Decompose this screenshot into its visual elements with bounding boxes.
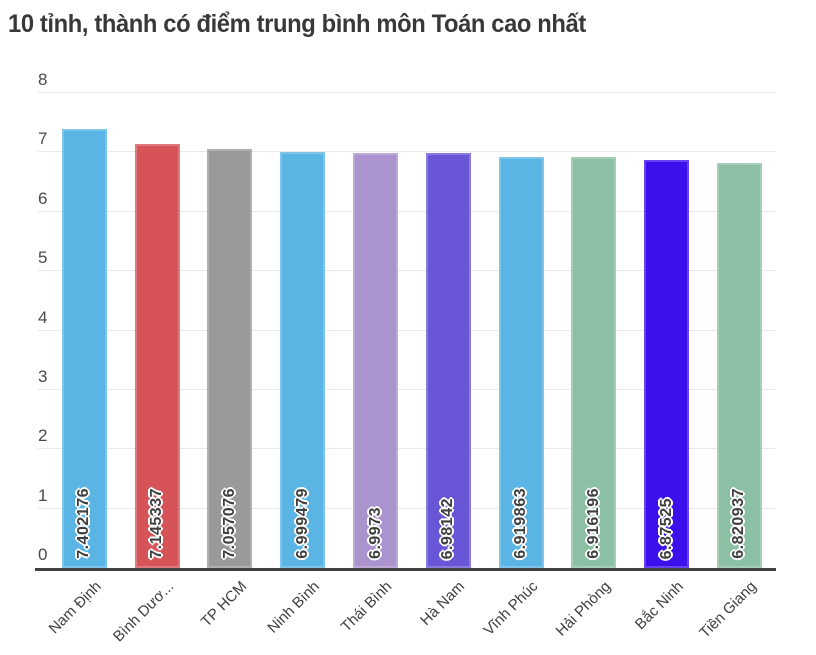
gridline xyxy=(38,448,776,450)
bar-value-label: 6.9973 xyxy=(366,507,384,559)
y-axis-tick-label: 2 xyxy=(38,426,48,446)
gridline xyxy=(38,507,776,509)
x-axis-category-label: Hải Phòng xyxy=(552,578,614,640)
x-axis-category-label: Bình Dươ... xyxy=(109,578,178,646)
y-axis-tick-label: 6 xyxy=(38,188,48,208)
y-axis-tick-label: 8 xyxy=(38,70,48,89)
x-axis-category-label: Tiền Giang xyxy=(695,578,760,642)
gridline xyxy=(38,210,776,212)
gridline xyxy=(38,92,776,93)
x-axis-category-label: Vĩnh Phúc xyxy=(480,578,542,639)
x-axis-category-label: Hà Nam xyxy=(417,578,469,629)
bar-2[interactable]: 7.057076 xyxy=(207,149,253,568)
gridline xyxy=(38,151,776,153)
x-axis-category-label: Bắc Ninh xyxy=(631,578,687,634)
bar-value-label: 6.87525 xyxy=(657,497,675,559)
bar-6[interactable]: 6.919863 xyxy=(498,157,544,568)
bar-value-label: 6.919863 xyxy=(512,488,530,559)
bar-0[interactable]: 7.402176 xyxy=(61,128,107,568)
bar-4[interactable]: 6.9973 xyxy=(353,152,399,568)
bar-7[interactable]: 6.916196 xyxy=(571,157,617,568)
y-axis-tick-label: 0 xyxy=(38,545,48,564)
bar-value-label: 7.402176 xyxy=(75,488,93,559)
bar-8[interactable]: 6.87525 xyxy=(644,159,690,568)
y-axis-tick-label: 5 xyxy=(38,248,48,268)
x-axis-line xyxy=(35,568,776,571)
gridline xyxy=(38,329,776,331)
bar-9[interactable]: 6.820937 xyxy=(716,163,762,568)
bar-3[interactable]: 6.999479 xyxy=(280,152,326,568)
x-axis-category-label: Ninh Bình xyxy=(264,578,323,637)
bar-value-label: 6.916196 xyxy=(584,488,602,559)
chart-title: 10 tỉnh, thành có điểm trung bình môn To… xyxy=(8,10,586,38)
bar-5[interactable]: 6.98142 xyxy=(425,153,471,568)
y-axis-tick-label: 4 xyxy=(38,307,48,327)
bar-value-label: 6.98142 xyxy=(439,497,457,559)
x-axis-category-label: Nam Định xyxy=(45,578,105,638)
gridline xyxy=(38,270,776,272)
y-axis-tick-label: 3 xyxy=(38,366,48,386)
gridline xyxy=(38,388,776,390)
bar-value-label: 6.820937 xyxy=(730,488,748,559)
x-axis-category-label: TP HCM xyxy=(197,578,250,631)
y-axis-tick-label: 7 xyxy=(38,129,48,149)
x-axis-category-label: Thái Bình xyxy=(338,578,396,636)
bar-value-label: 7.057076 xyxy=(220,488,238,559)
plot-area: 0 1 2 3 4 5 6 7 8 7.402176 Nam Định 7.145337 Bình Dư… xyxy=(35,71,776,645)
y-axis-tick-label: 1 xyxy=(38,485,48,505)
bar-value-label: 6.999479 xyxy=(293,488,311,559)
bar-value-label: 7.145337 xyxy=(148,488,166,559)
bar-1[interactable]: 7.145337 xyxy=(134,143,180,568)
